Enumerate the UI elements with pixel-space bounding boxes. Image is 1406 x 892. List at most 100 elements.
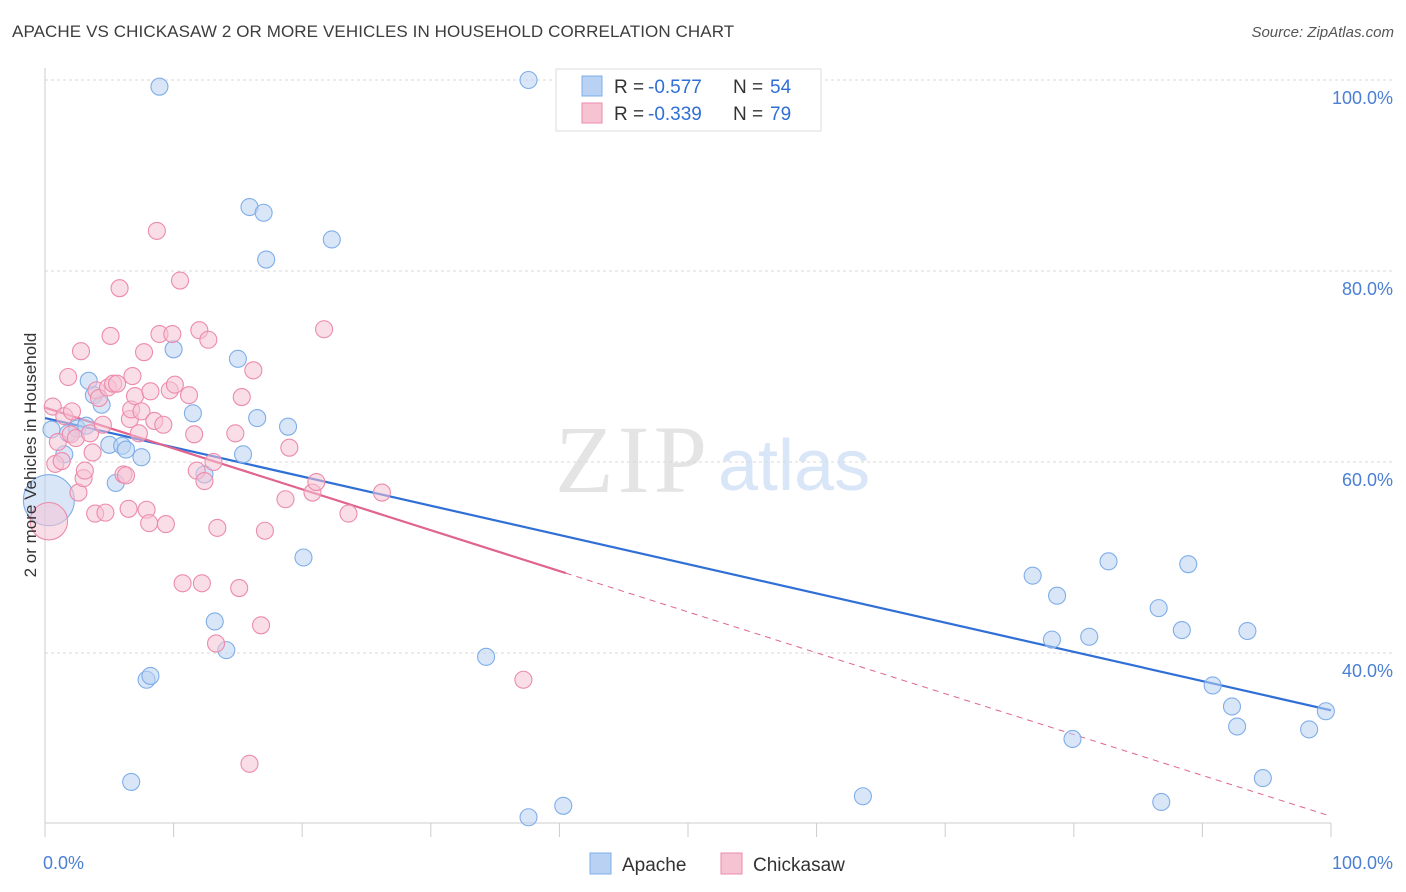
point-chickasaw bbox=[514, 670, 533, 689]
legend-r-value-apache: -0.577 bbox=[648, 77, 702, 98]
point-chickasaw bbox=[206, 634, 226, 653]
legend-r-value-chickasaw: -0.339 bbox=[648, 104, 702, 125]
chart-title: APACHE VS CHICKASAW 2 OR MORE VEHICLES I… bbox=[12, 22, 735, 41]
point-chickasaw bbox=[280, 438, 299, 457]
point-apache bbox=[477, 647, 496, 666]
point-chickasaw bbox=[230, 579, 249, 598]
point-apache bbox=[279, 417, 298, 436]
watermark-atlas: atlas bbox=[718, 426, 870, 506]
point-chickasaw bbox=[165, 375, 184, 394]
point-apache bbox=[1080, 627, 1099, 646]
point-chickasaw bbox=[96, 503, 115, 522]
point-apache bbox=[132, 448, 151, 467]
point-apache bbox=[1048, 586, 1067, 605]
legend-r-label-chickasaw: R = bbox=[614, 104, 644, 125]
x-tick-label: 100.0% bbox=[1332, 853, 1393, 873]
point-apache bbox=[519, 808, 538, 827]
watermark: ZIP atlas bbox=[555, 406, 870, 513]
point-chickasaw bbox=[147, 221, 166, 240]
point-apache bbox=[183, 404, 202, 423]
point-apache bbox=[1023, 566, 1042, 585]
point-chickasaw bbox=[52, 451, 71, 471]
point-chickasaw bbox=[185, 425, 204, 444]
point-apache bbox=[1222, 697, 1242, 716]
legend-n-label-chickasaw: N = bbox=[733, 104, 763, 125]
point-apache bbox=[233, 445, 253, 464]
legend: R = -0.577 N = 54 R = -0.339 N = 79 bbox=[555, 68, 822, 132]
point-apache bbox=[853, 787, 872, 806]
point-apache bbox=[1042, 630, 1061, 649]
point-chickasaw bbox=[29, 501, 69, 541]
legend-n-value-apache: 54 bbox=[770, 77, 792, 98]
point-chickasaw bbox=[204, 452, 223, 472]
data-points bbox=[22, 70, 1335, 827]
point-apache bbox=[554, 796, 573, 815]
bottom-legend-swatch-chickasaw bbox=[720, 852, 743, 875]
y-tick-label: 40.0% bbox=[1342, 661, 1393, 681]
point-chickasaw bbox=[123, 366, 142, 386]
point-apache bbox=[1316, 702, 1335, 721]
point-chickasaw bbox=[140, 514, 159, 533]
point-apache bbox=[1152, 792, 1171, 812]
point-apache bbox=[1172, 621, 1191, 640]
point-apache bbox=[1063, 729, 1082, 749]
y-tick-label: 100.0% bbox=[1332, 88, 1393, 108]
bottom-legend: Apache Chickasaw bbox=[589, 852, 845, 876]
point-chickasaw bbox=[251, 616, 271, 635]
point-chickasaw bbox=[339, 504, 358, 523]
point-chickasaw bbox=[80, 424, 100, 443]
point-apache bbox=[519, 70, 538, 90]
point-chickasaw bbox=[226, 424, 245, 443]
tick-labels: 40.0% 60.0% 80.0% 100.0% 0.0% 100.0% bbox=[43, 88, 1393, 873]
watermark-zip: ZIP bbox=[555, 406, 711, 513]
point-chickasaw bbox=[71, 342, 91, 361]
legend-r-label-apache: R = bbox=[614, 77, 644, 98]
point-chickasaw bbox=[154, 415, 173, 434]
point-apache bbox=[1203, 676, 1222, 695]
point-chickasaw bbox=[132, 402, 151, 421]
point-chickasaw bbox=[307, 473, 326, 492]
point-apache bbox=[1149, 599, 1168, 618]
point-chickasaw bbox=[170, 271, 190, 290]
trend-line-apache bbox=[44, 416, 1332, 712]
point-apache bbox=[205, 612, 224, 631]
point-apache bbox=[1300, 720, 1319, 739]
point-apache bbox=[1253, 769, 1272, 788]
point-apache bbox=[1238, 621, 1257, 641]
point-chickasaw bbox=[134, 343, 154, 362]
point-apache bbox=[294, 548, 313, 567]
x-tick-label: 0.0% bbox=[43, 853, 84, 873]
bottom-legend-label-chickasaw: Chickasaw bbox=[753, 855, 845, 876]
point-chickasaw bbox=[116, 466, 136, 485]
axes bbox=[44, 68, 1332, 837]
point-apache bbox=[257, 250, 276, 269]
point-chickasaw bbox=[83, 443, 102, 462]
point-chickasaw bbox=[141, 382, 160, 401]
point-chickasaw bbox=[232, 388, 251, 407]
point-chickasaw bbox=[372, 483, 391, 502]
point-chickasaw bbox=[276, 490, 295, 509]
point-apache bbox=[141, 666, 160, 685]
point-chickasaw bbox=[110, 279, 129, 298]
legend-swatch-apache bbox=[581, 75, 603, 97]
point-chickasaw bbox=[156, 515, 175, 534]
point-chickasaw bbox=[255, 521, 274, 540]
point-chickasaw bbox=[125, 387, 145, 406]
bottom-legend-label-apache: Apache bbox=[622, 855, 686, 876]
point-apache bbox=[248, 409, 267, 428]
legend-n-value-chickasaw: 79 bbox=[770, 104, 791, 125]
point-chickasaw bbox=[244, 361, 263, 380]
point-apache bbox=[1179, 555, 1198, 574]
y-axis-label: 2 or more Vehicles in Household bbox=[21, 333, 40, 578]
source-note: Source: ZipAtlas.com bbox=[1251, 24, 1394, 41]
point-chickasaw bbox=[93, 415, 112, 434]
point-apache bbox=[322, 230, 341, 249]
point-chickasaw bbox=[208, 518, 227, 537]
point-chickasaw bbox=[129, 424, 148, 443]
point-apache bbox=[122, 772, 141, 791]
point-apache bbox=[228, 349, 247, 368]
point-chickasaw bbox=[195, 472, 214, 491]
point-chickasaw bbox=[192, 574, 211, 593]
point-apache bbox=[164, 340, 183, 359]
